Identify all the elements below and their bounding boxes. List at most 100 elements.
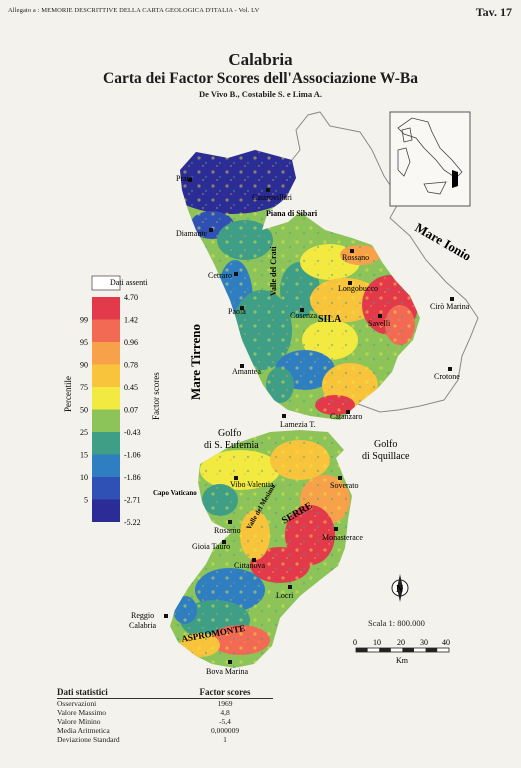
- map-title: Calabria: [228, 50, 293, 69]
- stats-row: Media Aritmetica 0,000009: [57, 726, 273, 735]
- label-cittanova: Cittanova: [234, 561, 266, 570]
- stats-row: Valore Massimo 4,8: [57, 708, 273, 717]
- label-locri: Locri: [276, 591, 294, 600]
- label-piana-sibari: Piana di Sibari: [266, 209, 318, 218]
- stats-row: Deviazione Standard 1: [57, 735, 273, 744]
- scale-unit: Km: [396, 656, 409, 665]
- legend-percentile-axis: Percentile: [63, 376, 73, 412]
- label-ciro-marina: Cirò Marina: [430, 302, 470, 311]
- stats-header-left: Dati statistici: [57, 687, 108, 697]
- legend-factor-label: -1.06: [124, 451, 141, 460]
- label-capo-vaticano: Capo Vaticano: [153, 489, 197, 497]
- stats-label: Valore Minino: [57, 717, 101, 726]
- stats-row: Osservazioni 1969: [57, 699, 273, 708]
- label-diamante: Diamante: [176, 229, 208, 238]
- legend-percentile-label: 99: [80, 316, 88, 325]
- label-crotone: Crotone: [434, 372, 460, 381]
- legend-factor-label: -1.86: [124, 473, 141, 482]
- label-mare-tirreno: Mare Tirreno: [188, 324, 203, 400]
- legend-percentile-label: 50: [80, 406, 88, 415]
- label-gioia-tauro: Gioia Tauro: [192, 542, 230, 551]
- legend-swatch: [92, 297, 120, 320]
- legend-swatch: [92, 454, 120, 477]
- label-savelli: Savelli: [368, 319, 391, 328]
- label-mare-ionio: Mare Ionio: [413, 220, 474, 264]
- legend-percentile-labels: 99 95 90 75 50 25 15 10 5: [80, 316, 88, 505]
- legend-no-data: Dati assenti: [110, 278, 148, 287]
- scale-bar: 0 10 20 30 40 Km: [353, 638, 450, 665]
- italy-inset-map: [389, 111, 471, 207]
- label-rosarno: Rosarno: [214, 526, 241, 535]
- legend-percentile-label: 5: [84, 496, 88, 505]
- legend-factor-labels: 4.70 1.42 0.96 0.78 0.45 0.07 -0.43 -1.06 -1.86 -…: [124, 293, 141, 527]
- label-soverato: Soverato: [330, 481, 358, 490]
- stats-label: Osservazioni: [57, 699, 97, 708]
- legend-swatch: [92, 342, 120, 365]
- scale-tick-20: 20: [397, 638, 405, 647]
- map-subtitle: Carta dei Factor Scores dell'Associazion…: [103, 70, 418, 87]
- legend-swatch: [92, 432, 120, 455]
- stats-row: Valore Minino -5,4: [57, 717, 273, 726]
- stats-header-right: Factor scores: [199, 687, 251, 697]
- label-catanzaro: Catanzaro: [330, 412, 362, 421]
- compass-letter: N: [396, 584, 404, 595]
- label-eufemia-1: Golfo: [218, 428, 241, 439]
- legend: Dati assenti 99 95 90 75 50 25 15 10 5 4.70 1.42 0…: [63, 275, 161, 527]
- legend-factor-label: 4.70: [124, 293, 138, 302]
- north-arrow: N: [391, 574, 409, 602]
- legend-percentile-label: 25: [80, 428, 88, 437]
- legend-factor-label: 1.42: [124, 316, 138, 325]
- header-note: Allegato a : MEMORIE DESCRITTIVE DELLA C…: [8, 7, 260, 14]
- legend-swatch: [92, 319, 120, 342]
- label-bova: Bova Marina: [206, 667, 248, 676]
- scale-tick-40: 40: [442, 638, 450, 647]
- stats-value: 1969: [217, 699, 233, 708]
- label-valle-crati: Valle del Crati: [269, 246, 278, 296]
- legend-percentile-label: 90: [80, 361, 88, 370]
- stats-value: 1: [223, 735, 227, 744]
- label-eufemia-2: di S. Eufemia: [204, 440, 259, 451]
- label-cosenza: Cosenza: [290, 311, 318, 320]
- city-markers: [164, 178, 454, 664]
- legend-factor-label: -2.71: [124, 496, 141, 505]
- label-squillace-1: Golfo: [374, 439, 397, 450]
- label-squillace-2: di Squillace: [362, 451, 410, 462]
- legend-swatch: [92, 387, 120, 410]
- legend-factor-label: 0.96: [124, 338, 138, 347]
- label-castrovillari: Castrovillari: [252, 193, 293, 202]
- scale-tick-10: 10: [373, 638, 381, 647]
- stats-header: Dati statistici Factor scores: [57, 687, 273, 699]
- label-reggio-2: Calabria: [129, 621, 157, 630]
- stats-label: Media Aritmetica: [57, 726, 110, 735]
- scale-text: Scala 1: 800.000: [368, 618, 425, 628]
- place-labels: Praia Castrovillari Piana di Sibari Diam…: [129, 174, 470, 676]
- legend-swatch: [92, 499, 120, 522]
- label-praia: Praia: [176, 174, 193, 183]
- legend-percentile-label: 10: [80, 473, 88, 482]
- label-amantea: Amantea: [232, 367, 261, 376]
- stats-label: Deviazione Standard: [57, 735, 120, 744]
- stats-rows: Osservazioni 1969 Valore Massimo 4,8 Valore …: [57, 699, 273, 744]
- label-monasterace: Monasterace: [322, 533, 363, 542]
- legend-factor-label: 0.45: [124, 383, 138, 392]
- plate-number: Tav. 17: [475, 5, 512, 19]
- label-longobucco: Longobucco: [338, 284, 378, 293]
- label-vibo: Vibo Valentia: [230, 480, 274, 489]
- legend-swatches: [92, 297, 120, 522]
- legend-swatch: [92, 364, 120, 387]
- legend-swatch: [92, 477, 120, 500]
- legend-percentile-label: 75: [80, 383, 88, 392]
- legend-percentile-label: 95: [80, 338, 88, 347]
- scale-tick-30: 30: [420, 638, 428, 647]
- legend-swatch: [92, 409, 120, 432]
- label-rossano: Rossano: [342, 253, 369, 262]
- stats-value: -5,4: [219, 717, 231, 726]
- legend-factor-axis: Factor scores: [151, 372, 161, 420]
- label-sila: SILA: [318, 314, 342, 325]
- label-lamezia: Lamezia T.: [280, 420, 316, 429]
- label-paola: Paola: [228, 307, 246, 316]
- stats-value: 0,000009: [210, 726, 240, 735]
- legend-factor-label: 0.78: [124, 361, 138, 370]
- scale-tick-0: 0: [353, 638, 357, 647]
